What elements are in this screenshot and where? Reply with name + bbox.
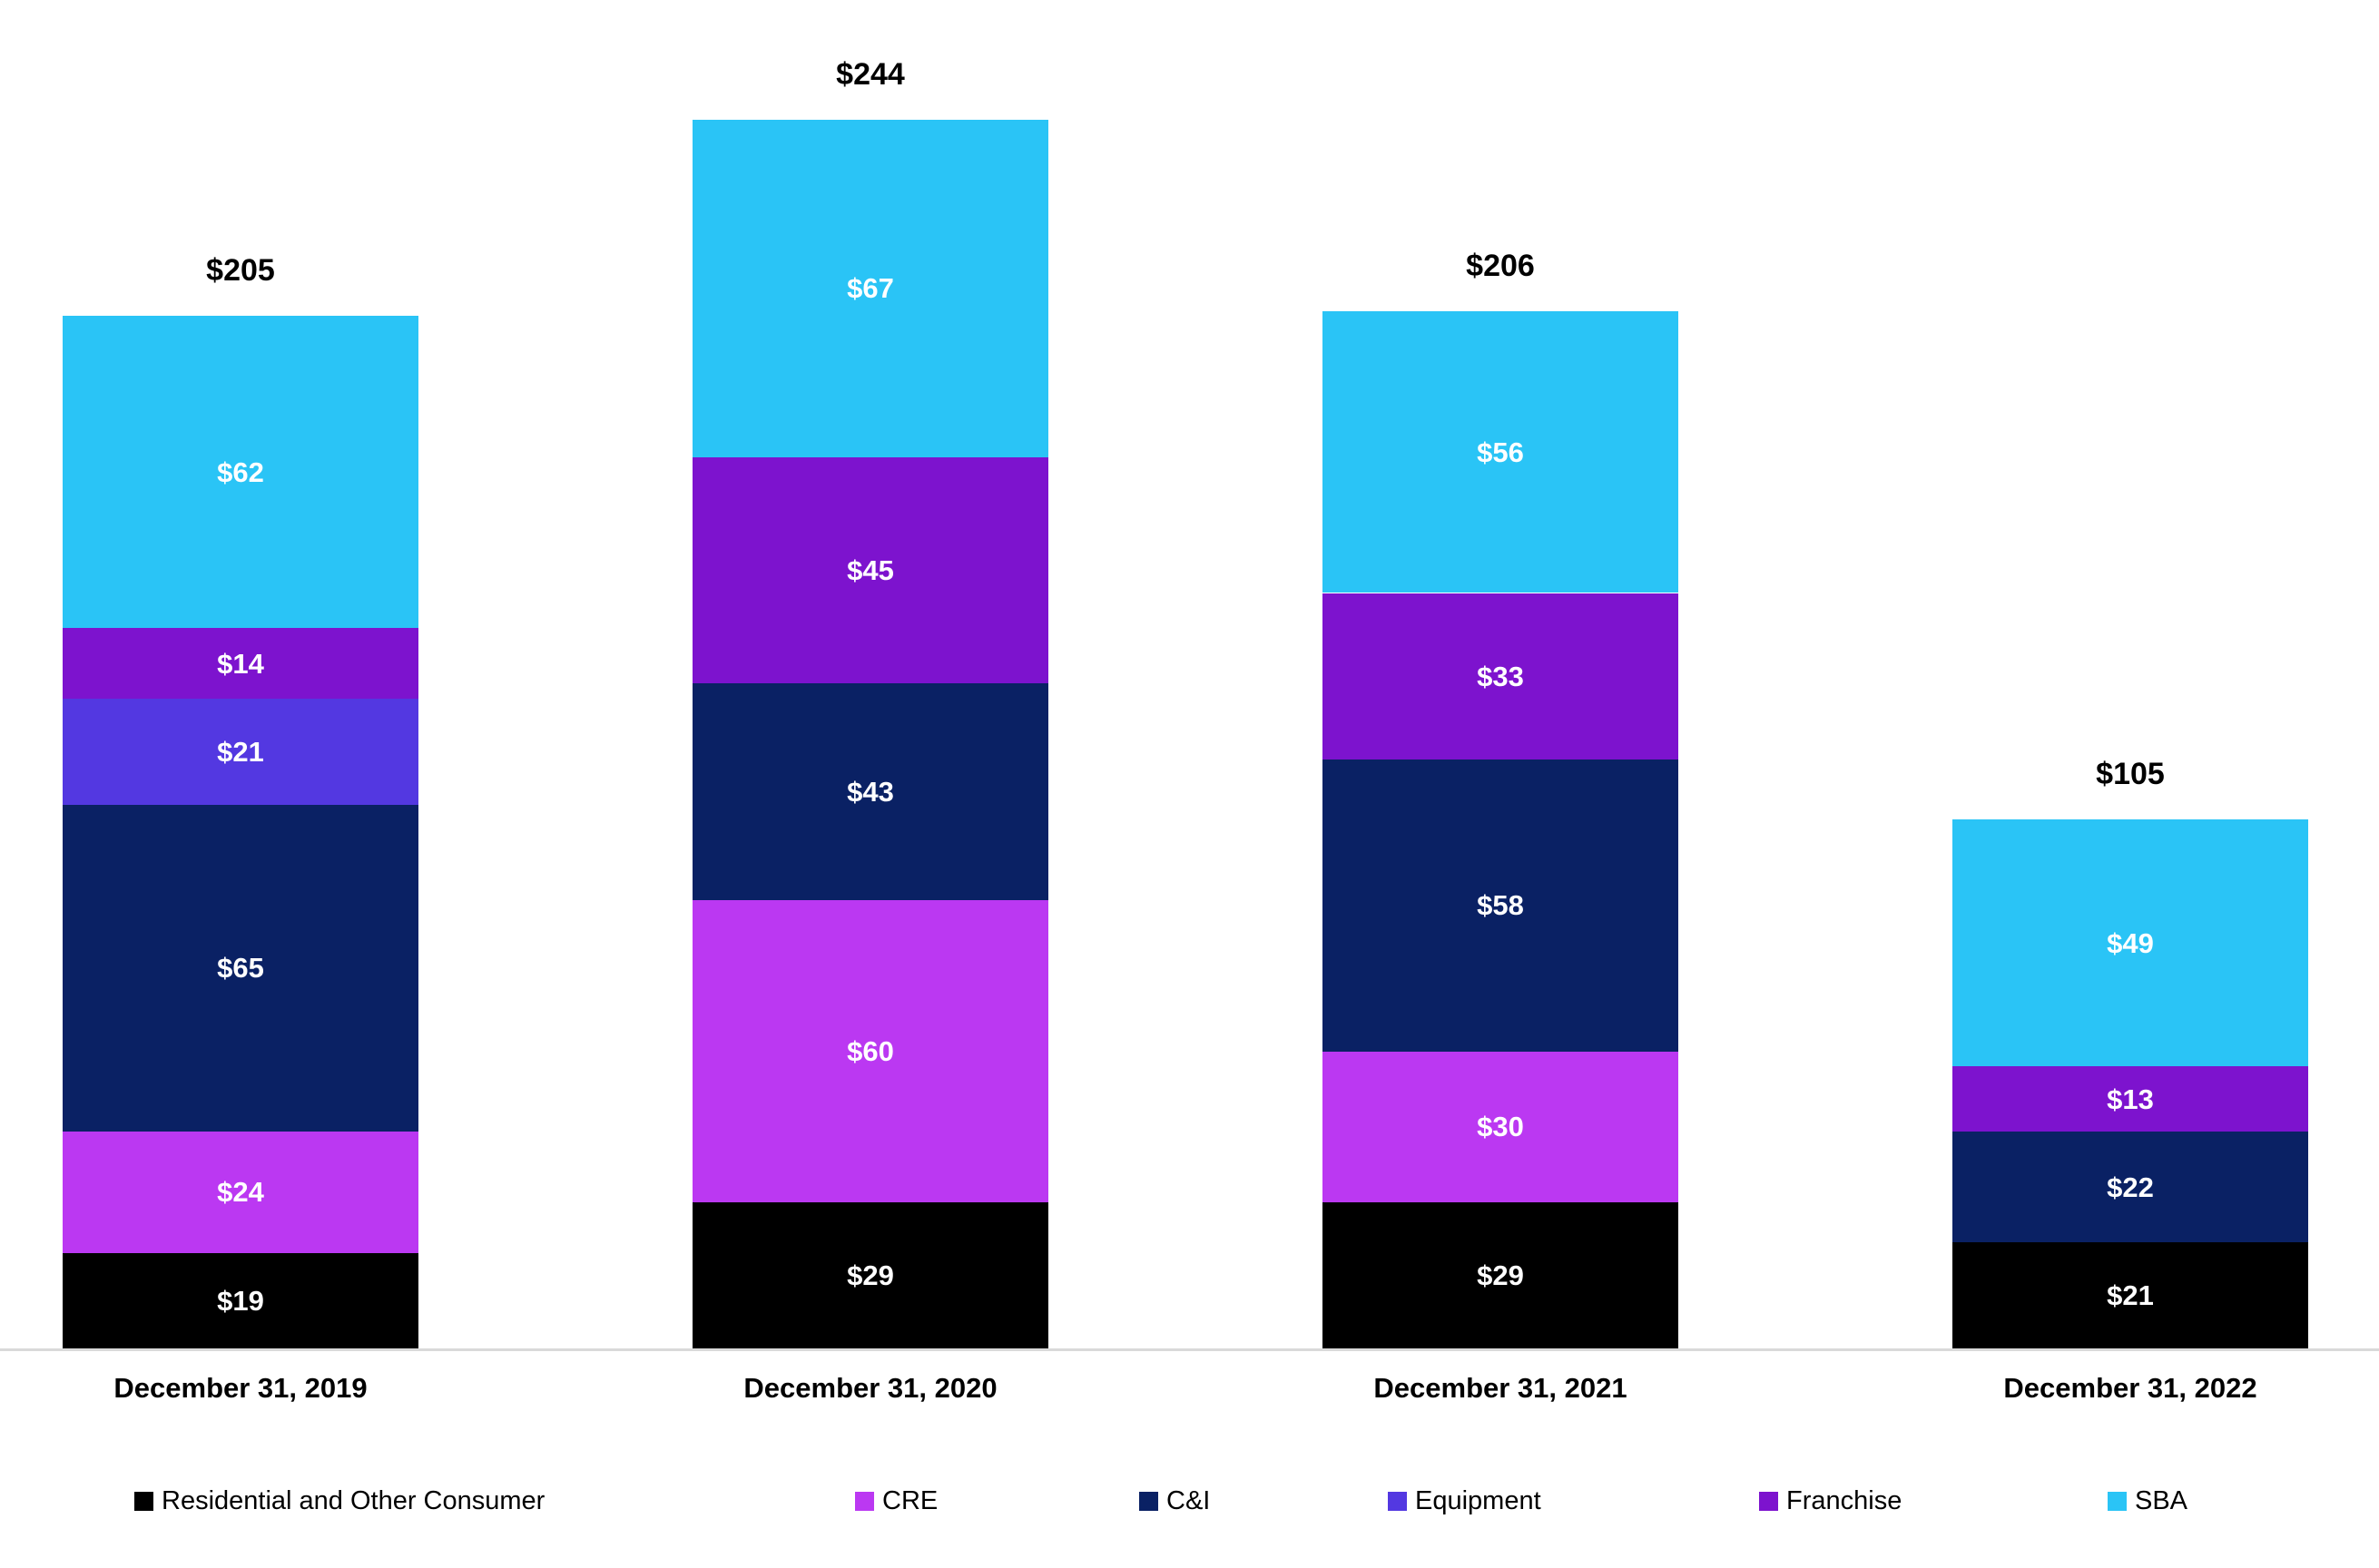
bar-segment: $29 <box>1322 1202 1678 1348</box>
legend-swatch <box>1759 1491 1778 1511</box>
segment-value-label: $60 <box>847 1035 894 1068</box>
category-label: December 31, 2020 <box>743 1372 998 1404</box>
bar-total-label: $205 <box>206 253 275 289</box>
bar-segment: $14 <box>63 628 418 700</box>
bar-segment: $49 <box>1952 819 2308 1067</box>
bar-segment: $45 <box>693 456 1048 684</box>
legend-label: Equipment <box>1415 1486 1541 1515</box>
bar-segment: $21 <box>63 699 418 805</box>
segment-value-label: $14 <box>217 647 264 680</box>
segment-value-label: $65 <box>217 952 264 985</box>
segment-value-label: $33 <box>1477 660 1524 692</box>
legend-label: C&I <box>1166 1486 1211 1515</box>
bar-segment: $21 <box>1952 1242 2308 1348</box>
bar-segment: $33 <box>1322 593 1678 760</box>
legend-item: Equipment <box>1388 1486 1541 1515</box>
legend-item: SBA <box>2108 1486 2187 1515</box>
segment-value-label: $19 <box>217 1284 264 1317</box>
segment-value-label: $13 <box>2107 1083 2154 1115</box>
legend-swatch <box>2108 1491 2127 1511</box>
segment-value-label: $21 <box>217 735 264 768</box>
category-label: December 31, 2021 <box>1373 1372 1627 1404</box>
legend-item: Franchise <box>1759 1486 1902 1515</box>
segment-value-label: $49 <box>2107 926 2154 959</box>
legend-swatch <box>855 1491 874 1511</box>
category-label: December 31, 2022 <box>2003 1372 2257 1404</box>
bar-segment: $24 <box>63 1132 418 1253</box>
segment-value-label: $67 <box>847 272 894 305</box>
bar-segment: $22 <box>1952 1132 2308 1243</box>
bar-segment: $13 <box>1952 1066 2308 1132</box>
legend-label: SBA <box>2135 1486 2188 1515</box>
bar-segment: $65 <box>63 804 418 1132</box>
segment-value-label: $56 <box>1477 436 1524 468</box>
bar-segment: $60 <box>693 900 1048 1203</box>
legend-item: CRE <box>855 1486 938 1515</box>
segment-value-label: $24 <box>217 1176 264 1209</box>
legend-swatch <box>1388 1491 1407 1511</box>
bar-segment: $58 <box>1322 759 1678 1052</box>
legend-swatch <box>1139 1491 1158 1511</box>
segment-value-label: $45 <box>847 554 894 587</box>
segment-value-label: $62 <box>217 456 264 488</box>
segment-value-label: $21 <box>2107 1279 2154 1312</box>
bar-segment: $67 <box>693 119 1048 457</box>
segment-value-label: $29 <box>847 1259 894 1292</box>
bar-total-label: $244 <box>836 56 905 92</box>
legend-label: Franchise <box>1786 1486 1902 1515</box>
bar-segment: $43 <box>693 683 1048 901</box>
category-label: December 31, 2019 <box>113 1372 368 1404</box>
bar-total-label: $105 <box>2096 757 2165 792</box>
legend-item: Residential and Other Consumer <box>134 1486 545 1515</box>
bar-segment: $56 <box>1322 310 1678 593</box>
bar-segment: $62 <box>63 316 418 629</box>
legend-label: CRE <box>882 1486 939 1515</box>
legend-item: C&I <box>1139 1486 1210 1515</box>
bar-segment: $29 <box>693 1202 1048 1348</box>
segment-value-label: $43 <box>847 776 894 808</box>
x-axis-line <box>0 1348 2379 1351</box>
segment-value-label: $58 <box>1477 889 1524 922</box>
bar-segment: $19 <box>63 1252 418 1348</box>
legend-swatch <box>134 1491 153 1511</box>
segment-value-label: $29 <box>1477 1259 1524 1292</box>
segment-value-label: $30 <box>1477 1111 1524 1143</box>
legend-label: Residential and Other Consumer <box>162 1486 546 1515</box>
segment-value-label: $22 <box>2107 1171 2154 1203</box>
bar-segment: $30 <box>1322 1051 1678 1203</box>
bar-total-label: $206 <box>1466 248 1535 283</box>
